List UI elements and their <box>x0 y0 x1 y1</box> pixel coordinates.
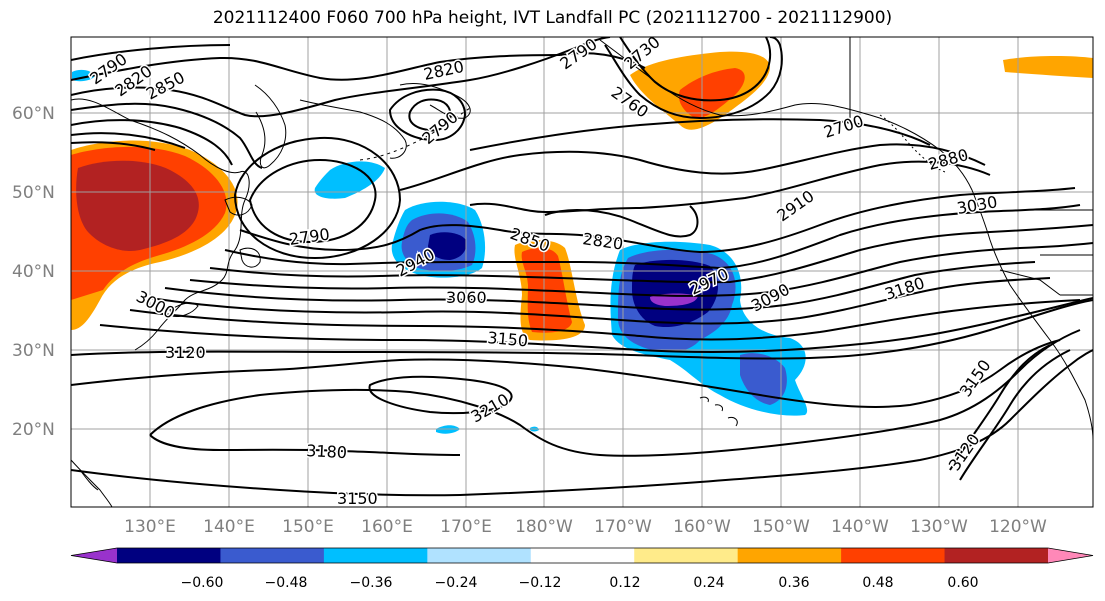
colorbar-bin <box>841 548 946 563</box>
lon-label: 170°W <box>594 517 652 537</box>
colorbar-bin <box>427 548 532 563</box>
colorbar-bin <box>634 548 739 563</box>
lon-label: 140°W <box>831 517 889 537</box>
lon-label: 170°E <box>440 517 492 537</box>
contour-label: 3180 <box>306 441 348 462</box>
colorbar-tick: 0.60 <box>947 575 978 591</box>
colorbar-tick: −0.36 <box>350 575 393 591</box>
latitude-labels: 60°N 50°N 40°N 30°N 20°N <box>12 104 55 440</box>
colorbar-extend-min <box>71 548 117 563</box>
colorbar-tick-labels: −0.60 −0.48 −0.36 −0.24 −0.12 0.12 0.24 … <box>181 575 979 591</box>
lon-label: 140°E <box>203 517 255 537</box>
map-frame <box>70 36 1094 508</box>
lat-label: 50°N <box>12 183 55 203</box>
longitude-labels: 130°E 140°E 150°E 160°E 170°E 180°W 170°… <box>124 517 1047 537</box>
lat-label: 30°N <box>12 341 55 361</box>
colorbar-tick: 0.48 <box>862 575 893 591</box>
colorbar-tick: 0.36 <box>778 575 809 591</box>
lon-label: 120°W <box>989 517 1047 537</box>
colorbar-tick: −0.48 <box>265 575 308 591</box>
colorbar <box>70 547 1094 564</box>
lon-label: 160°W <box>673 517 731 537</box>
contour-label: 3120 <box>165 343 206 362</box>
lat-label: 40°N <box>12 262 55 282</box>
map-title: 2021112400 F060 700 hPa height, IVT Land… <box>212 8 893 28</box>
lon-label: 160°E <box>361 517 413 537</box>
contour-label: 3150 <box>487 328 529 350</box>
colorbar-outline <box>70 547 1094 564</box>
colorbar-tick: 0.24 <box>693 575 724 591</box>
colorbar-extend-max <box>1048 548 1093 563</box>
lon-label: 130°E <box>124 517 176 537</box>
lat-label: 20°N <box>12 420 55 440</box>
colorbar-bin <box>944 548 1049 563</box>
lat-label: 60°N <box>12 104 55 124</box>
height-contours <box>71 37 1093 497</box>
colorbar-tick: −0.12 <box>519 575 562 591</box>
lon-label: 150°W <box>752 517 810 537</box>
lon-label: 130°W <box>910 517 968 537</box>
colorbar-bin <box>737 548 842 563</box>
colorbar-bin <box>117 548 221 563</box>
colorbar-bin <box>530 548 635 563</box>
colorbar-tick: −0.60 <box>181 575 224 591</box>
colorbar-bin <box>220 548 325 563</box>
colorbar-tick: 0.12 <box>609 575 640 591</box>
contour-label: 3060 <box>446 288 487 307</box>
lon-label: 180°W <box>515 517 573 537</box>
contour-label: 3150 <box>337 489 378 508</box>
colorbar-bin <box>323 548 428 563</box>
lon-label: 150°E <box>282 517 334 537</box>
colorbar-tick: −0.24 <box>435 575 478 591</box>
